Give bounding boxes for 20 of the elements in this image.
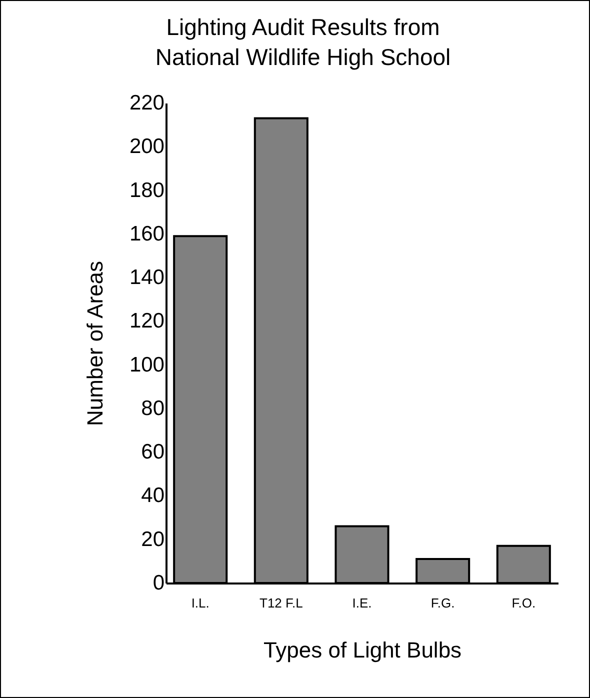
y-axis-title: Number of Areas: [82, 260, 108, 426]
y-tick-label: 40: [141, 484, 164, 508]
y-tick-label: 80: [141, 396, 164, 420]
y-tick-label: 160: [129, 222, 164, 246]
x-tick-label: I.L.: [191, 596, 210, 610]
y-tick-label: 0: [152, 572, 164, 594]
chart-title: Lighting Audit Results from National Wildlife High School: [155, 14, 451, 70]
x-axis-title: Types of Light Bulbs: [263, 638, 462, 662]
x-tick-label: F.O.: [512, 596, 536, 610]
y-tick-label: 120: [129, 310, 164, 333]
y-tick-label: 200: [129, 135, 164, 158]
x-tick-label: F.G.: [430, 596, 455, 610]
y-tick-label: 60: [141, 440, 164, 464]
y-tick-label: 140: [129, 266, 164, 290]
x-tick-label: T12 F.L: [259, 596, 303, 610]
y-tick-label: 180: [129, 178, 164, 202]
y-tick-label: 20: [141, 528, 164, 551]
y-tick-label: 220: [129, 92, 164, 114]
x-tick-label: I.E.: [352, 596, 372, 610]
y-tick-label: 100: [129, 353, 164, 376]
